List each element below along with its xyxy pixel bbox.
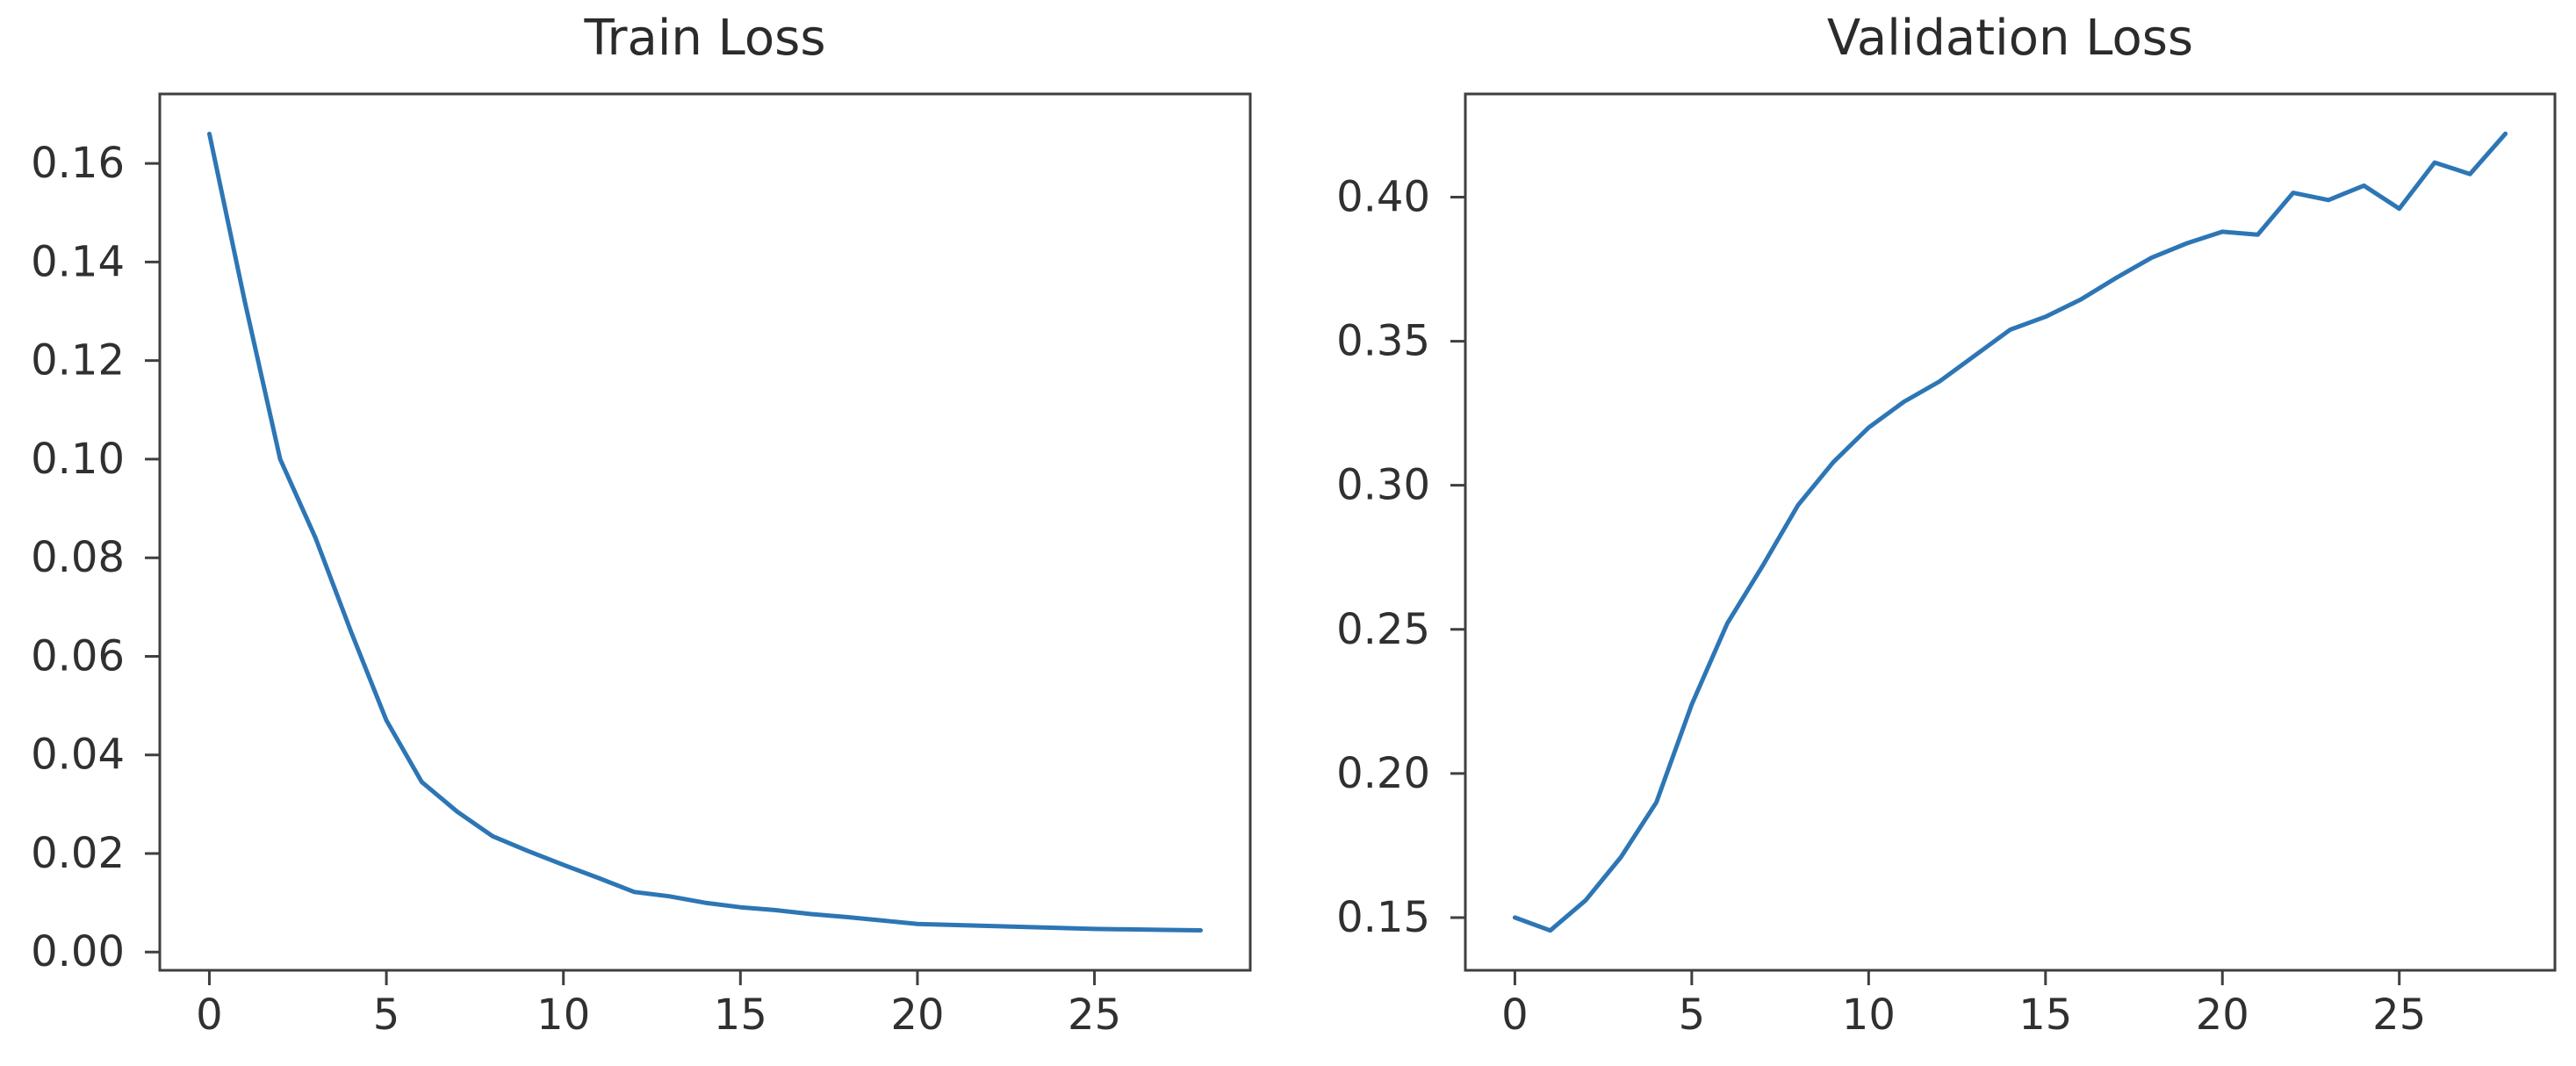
validation-loss-x-tick-label: 0 bbox=[1501, 990, 1529, 1040]
train-loss-x-tick-label: 15 bbox=[714, 990, 767, 1040]
validation-loss-y-tick-label: 0.35 bbox=[1336, 317, 1430, 366]
validation-loss-x-tick-label: 15 bbox=[2018, 990, 2072, 1040]
validation-loss-axes-frame bbox=[1464, 92, 2557, 972]
train-loss-line bbox=[207, 132, 1203, 933]
validation-loss-x-tick-label: 20 bbox=[2196, 990, 2249, 1040]
train-loss-y-tick-label: 0.08 bbox=[31, 533, 125, 582]
train-loss-y-tick-label: 0.04 bbox=[31, 731, 125, 780]
train-loss-axes-frame bbox=[158, 92, 1252, 972]
validation-loss-x-tick-label: 10 bbox=[1842, 990, 1896, 1040]
train-loss-x-tick-label: 25 bbox=[1068, 990, 1121, 1040]
validation-loss-line bbox=[1512, 131, 2508, 933]
validation-loss-y-tick-label: 0.20 bbox=[1336, 749, 1430, 798]
validation-loss-title: Validation Loss bbox=[1826, 10, 2194, 67]
train-loss-y-tick-label: 0.10 bbox=[31, 435, 125, 484]
validation-loss-x-tick-label: 5 bbox=[1679, 990, 1706, 1040]
train-loss-x-tick-label: 5 bbox=[373, 990, 400, 1040]
train-loss-y-tick-label: 0.06 bbox=[31, 631, 125, 681]
train-loss-x-tick-label: 10 bbox=[536, 990, 590, 1040]
train-loss-y-tick-label: 0.00 bbox=[31, 927, 125, 976]
train-loss-x-tick-label: 20 bbox=[890, 990, 944, 1040]
train-loss-title: Train Loss bbox=[584, 10, 826, 67]
train-loss-y-tick-label: 0.02 bbox=[31, 829, 125, 878]
validation-loss-y-tick-label: 0.30 bbox=[1336, 461, 1430, 510]
train-loss-y-tick-label: 0.16 bbox=[31, 139, 125, 188]
train-loss-x-tick-label: 0 bbox=[196, 990, 223, 1040]
train-loss-y-tick-label: 0.14 bbox=[31, 237, 125, 286]
validation-loss-x-tick-label: 25 bbox=[2372, 990, 2426, 1040]
validation-loss-y-tick-label: 0.40 bbox=[1336, 172, 1430, 221]
train-loss-y-tick-label: 0.12 bbox=[31, 336, 125, 385]
validation-loss-y-tick-label: 0.15 bbox=[1336, 893, 1430, 942]
validation-loss-y-tick-label: 0.25 bbox=[1336, 605, 1430, 654]
